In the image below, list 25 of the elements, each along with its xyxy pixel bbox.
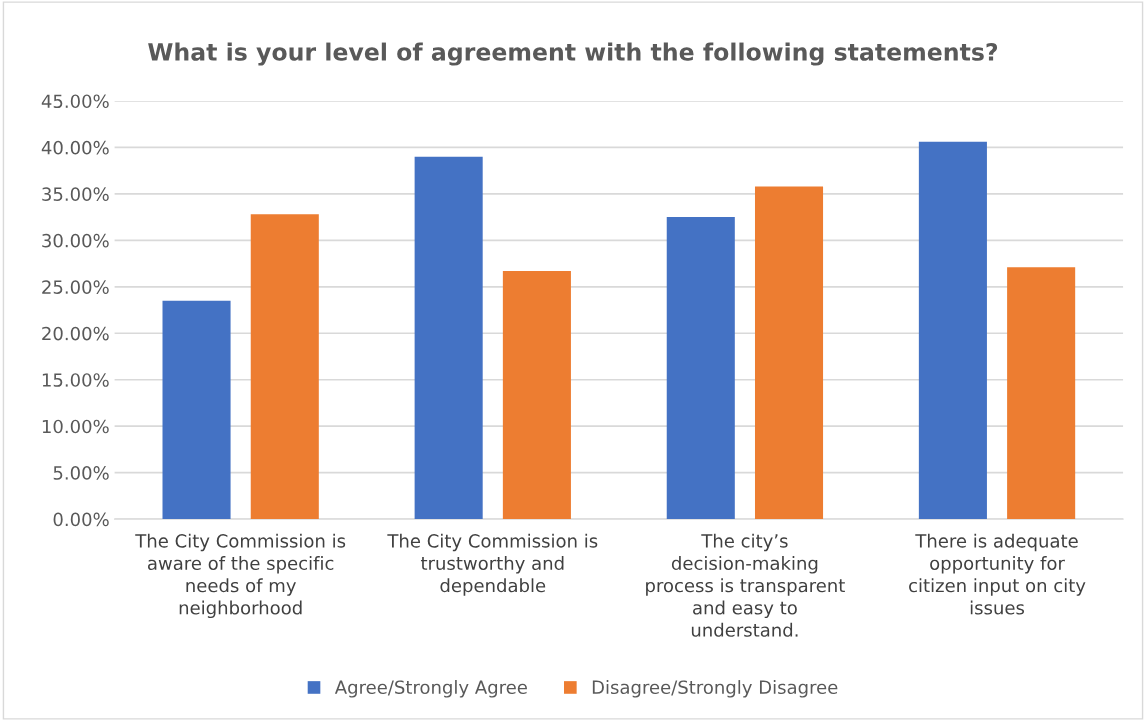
bar	[1007, 267, 1076, 520]
x-tick-label: The City Commission is trustworthy and dependable	[387, 533, 598, 596]
y-tick-label: 30.00%	[42, 233, 109, 248]
y-tick-label: 0.00%	[53, 512, 109, 527]
legend-label: Disagree/Strongly Disagree	[592, 680, 838, 698]
y-tick-label: 20.00%	[42, 326, 109, 341]
bar	[414, 156, 483, 520]
bar	[250, 214, 319, 520]
x-tick-label: The City Commission is aware of the specific needs of my neighborhood	[135, 533, 346, 619]
bar	[754, 186, 824, 520]
bar	[162, 300, 231, 520]
bar	[918, 141, 987, 520]
y-tick-label: 15.00%	[42, 373, 109, 387]
bar	[666, 217, 735, 520]
y-tick-label: 45.00%	[41, 94, 109, 109]
x-tick-label: The city’s decision-making process is transparent and easy to understand.	[646, 533, 845, 637]
y-tick-label: 25.00%	[42, 280, 109, 294]
y-tick-label: 10.00%	[42, 419, 109, 434]
y-tick-label: 40.00%	[41, 140, 109, 155]
x-tick-label: There is adequate opportunity for citizen input on city issues	[909, 533, 1086, 615]
legend-label: Agree/Strongly Agree	[334, 680, 527, 698]
bar	[502, 271, 571, 520]
y-tick-label: 35.00%	[42, 187, 109, 201]
y-tick-label: 5.00%	[53, 466, 109, 480]
chart-title: What is your level of agreement with the following statements?	[148, 42, 998, 66]
